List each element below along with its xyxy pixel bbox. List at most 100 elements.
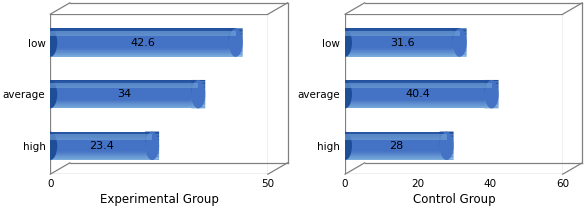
Bar <box>50 46 236 47</box>
Bar <box>345 106 492 107</box>
Bar <box>50 148 152 149</box>
FancyBboxPatch shape <box>485 100 499 101</box>
Bar <box>50 102 199 103</box>
FancyBboxPatch shape <box>192 91 205 93</box>
Bar <box>345 82 492 83</box>
FancyBboxPatch shape <box>229 28 243 30</box>
FancyBboxPatch shape <box>192 106 205 107</box>
Bar <box>50 90 199 91</box>
Bar <box>50 149 152 150</box>
Bar <box>50 81 199 82</box>
FancyBboxPatch shape <box>229 54 243 55</box>
FancyBboxPatch shape <box>145 133 159 134</box>
Bar <box>50 140 152 141</box>
Bar <box>50 107 199 108</box>
Bar <box>345 142 447 143</box>
FancyBboxPatch shape <box>485 97 499 98</box>
Bar <box>345 150 447 151</box>
X-axis label: Control Group: Control Group <box>412 193 495 206</box>
Bar <box>50 50 236 51</box>
FancyBboxPatch shape <box>192 94 205 96</box>
FancyBboxPatch shape <box>485 87 499 89</box>
Bar <box>345 33 460 34</box>
Bar <box>345 155 447 156</box>
Bar <box>50 96 199 97</box>
Bar <box>345 88 492 89</box>
Bar <box>50 105 199 106</box>
FancyBboxPatch shape <box>192 81 205 83</box>
FancyBboxPatch shape <box>440 139 454 140</box>
Bar <box>345 105 492 106</box>
Bar <box>50 43 236 44</box>
Bar <box>50 29 236 30</box>
Bar <box>345 153 447 154</box>
Bar <box>345 144 447 145</box>
Bar <box>50 48 236 49</box>
Bar <box>345 85 492 86</box>
FancyBboxPatch shape <box>192 103 205 104</box>
Bar <box>345 42 460 43</box>
Bar <box>345 93 492 94</box>
Bar <box>345 47 460 48</box>
FancyBboxPatch shape <box>229 55 243 57</box>
FancyBboxPatch shape <box>485 101 499 103</box>
Bar <box>50 38 236 39</box>
FancyBboxPatch shape <box>440 141 454 143</box>
Bar <box>345 132 447 133</box>
Bar <box>50 49 236 50</box>
Bar <box>345 48 460 49</box>
FancyBboxPatch shape <box>453 34 467 36</box>
Bar <box>50 92 199 93</box>
FancyBboxPatch shape <box>485 96 499 97</box>
FancyBboxPatch shape <box>192 90 205 91</box>
Bar <box>50 81 199 82</box>
Bar <box>345 81 492 82</box>
FancyBboxPatch shape <box>440 137 454 139</box>
Bar <box>50 99 199 100</box>
Bar <box>50 158 152 159</box>
Bar <box>50 84 199 85</box>
Bar <box>345 133 447 134</box>
FancyBboxPatch shape <box>485 94 499 96</box>
FancyBboxPatch shape <box>440 140 454 141</box>
Bar <box>345 152 447 153</box>
Bar <box>50 132 152 133</box>
Bar <box>345 100 492 101</box>
Bar <box>345 32 460 33</box>
Bar <box>50 94 199 95</box>
FancyBboxPatch shape <box>145 143 159 144</box>
Bar <box>50 142 152 143</box>
Bar <box>50 146 152 147</box>
Bar <box>345 141 447 142</box>
Text: 34: 34 <box>117 89 131 99</box>
FancyBboxPatch shape <box>145 154 159 156</box>
Bar <box>345 99 492 100</box>
FancyBboxPatch shape <box>485 93 499 94</box>
Bar <box>50 87 199 88</box>
Bar <box>345 29 460 30</box>
Bar <box>345 55 460 56</box>
FancyBboxPatch shape <box>453 50 467 51</box>
Bar <box>345 83 492 84</box>
FancyBboxPatch shape <box>453 33 467 34</box>
Bar <box>50 31 236 32</box>
Bar <box>345 149 447 150</box>
Bar <box>345 101 492 102</box>
FancyBboxPatch shape <box>192 86 205 87</box>
Text: 23.4: 23.4 <box>89 141 114 151</box>
Bar <box>345 157 447 158</box>
Bar <box>345 131 447 132</box>
Bar <box>50 91 199 92</box>
FancyBboxPatch shape <box>485 104 499 106</box>
FancyBboxPatch shape <box>453 51 467 52</box>
FancyBboxPatch shape <box>453 41 467 43</box>
Bar <box>345 104 492 105</box>
FancyBboxPatch shape <box>145 144 159 146</box>
FancyBboxPatch shape <box>229 37 243 38</box>
FancyBboxPatch shape <box>192 98 205 100</box>
Bar <box>345 38 460 39</box>
FancyBboxPatch shape <box>229 36 243 37</box>
FancyBboxPatch shape <box>453 30 467 31</box>
Bar <box>50 40 236 41</box>
Bar <box>345 154 447 155</box>
